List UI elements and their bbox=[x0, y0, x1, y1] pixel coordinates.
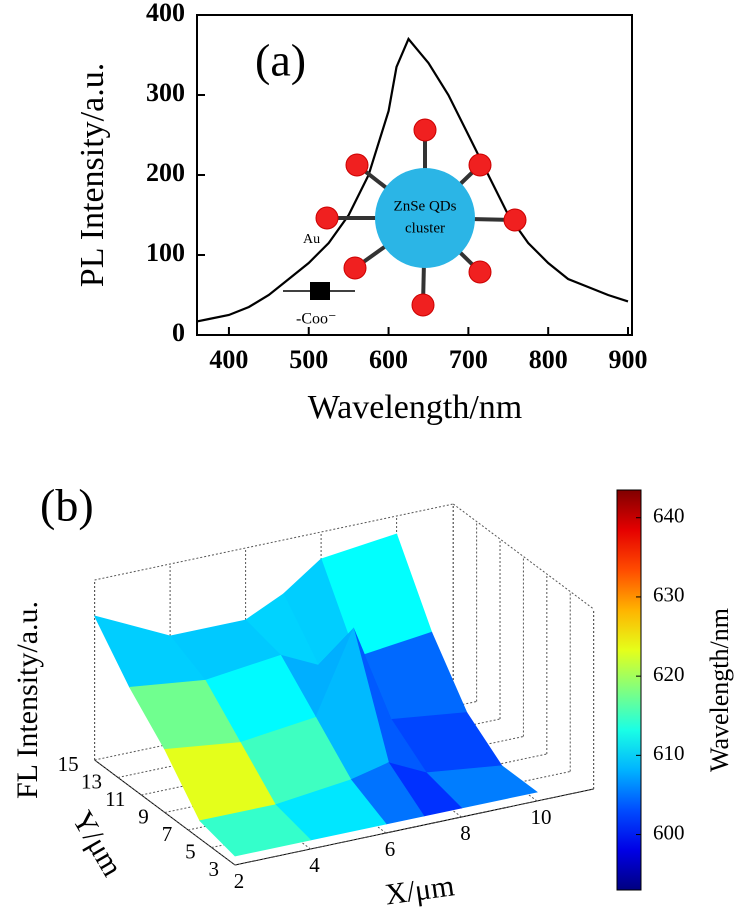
grid-line bbox=[234, 788, 594, 866]
x-tick-label: 8 bbox=[460, 821, 471, 845]
linker-label: -Coo⁻ bbox=[296, 311, 336, 328]
colorbar-tick-label: 610 bbox=[653, 741, 685, 765]
au-particles bbox=[315, 118, 527, 317]
qd-cluster bbox=[375, 168, 475, 268]
pl-curve bbox=[196, 36, 629, 323]
x-axis-title: X/μm bbox=[383, 869, 456, 911]
x-tick-label: 800 bbox=[529, 345, 568, 374]
colorbar-tick-label: 620 bbox=[653, 662, 685, 686]
panel-label: (b) bbox=[40, 480, 94, 531]
y-tick-label: 300 bbox=[146, 78, 185, 107]
x-axis-title: Wavelength/nm bbox=[308, 389, 522, 426]
x-tick-label: 700 bbox=[449, 345, 488, 374]
panel-label: (a) bbox=[255, 35, 306, 86]
box-edge bbox=[94, 503, 454, 581]
colorbar-title: Wavelength/nm bbox=[705, 608, 734, 772]
surface-patch bbox=[199, 804, 312, 857]
y-tick-label: 400 bbox=[146, 0, 185, 27]
x-tick-label: 4 bbox=[309, 853, 320, 877]
y-tick-label: 200 bbox=[146, 158, 185, 187]
panel-a: (a) PL Intensity/a.u. Wavelength/nm ZnSe… bbox=[74, 0, 648, 426]
colorbar bbox=[616, 489, 642, 891]
y-tick-label: 7 bbox=[162, 822, 173, 846]
x-tick-label: 2 bbox=[234, 869, 245, 893]
colorbar-tick-label: 630 bbox=[653, 583, 685, 607]
box-edge bbox=[452, 503, 594, 610]
y-tick-label: 11 bbox=[105, 787, 125, 811]
x-tick-label: 400 bbox=[209, 345, 248, 374]
y-axis-title: PL Intensity/a.u. bbox=[74, 63, 111, 287]
core-label: cluster bbox=[405, 220, 445, 236]
x-tick-label: 10 bbox=[531, 805, 552, 829]
core-label: ZnSe QDs bbox=[394, 198, 457, 214]
panel-b: (b) FL Intensity/a.u. Y/μm X/μm Waveleng… bbox=[11, 480, 734, 912]
x-tick-label: 600 bbox=[369, 345, 408, 374]
linker-symbol bbox=[310, 282, 330, 300]
colorbar-tick-label: 640 bbox=[653, 504, 685, 528]
z-axis-title: FL Intensity/a.u. bbox=[11, 601, 44, 799]
y-tick-label: 100 bbox=[146, 238, 185, 267]
y-axis-title: Y/μm bbox=[66, 805, 129, 882]
particle-label: Au bbox=[303, 232, 320, 247]
y-tick-label: 0 bbox=[172, 318, 185, 347]
y-tick-label: 15 bbox=[58, 752, 79, 776]
y-tick-label: 13 bbox=[81, 769, 102, 793]
x-tick-label: 6 bbox=[385, 837, 396, 861]
y-tick-label: 5 bbox=[185, 839, 196, 863]
x-tick-label: 900 bbox=[609, 345, 648, 374]
y-tick-label: 3 bbox=[209, 857, 220, 881]
colorbar-tick-label: 600 bbox=[653, 820, 685, 844]
x-tick-label: 500 bbox=[289, 345, 328, 374]
y-tick-label: 9 bbox=[138, 804, 149, 828]
